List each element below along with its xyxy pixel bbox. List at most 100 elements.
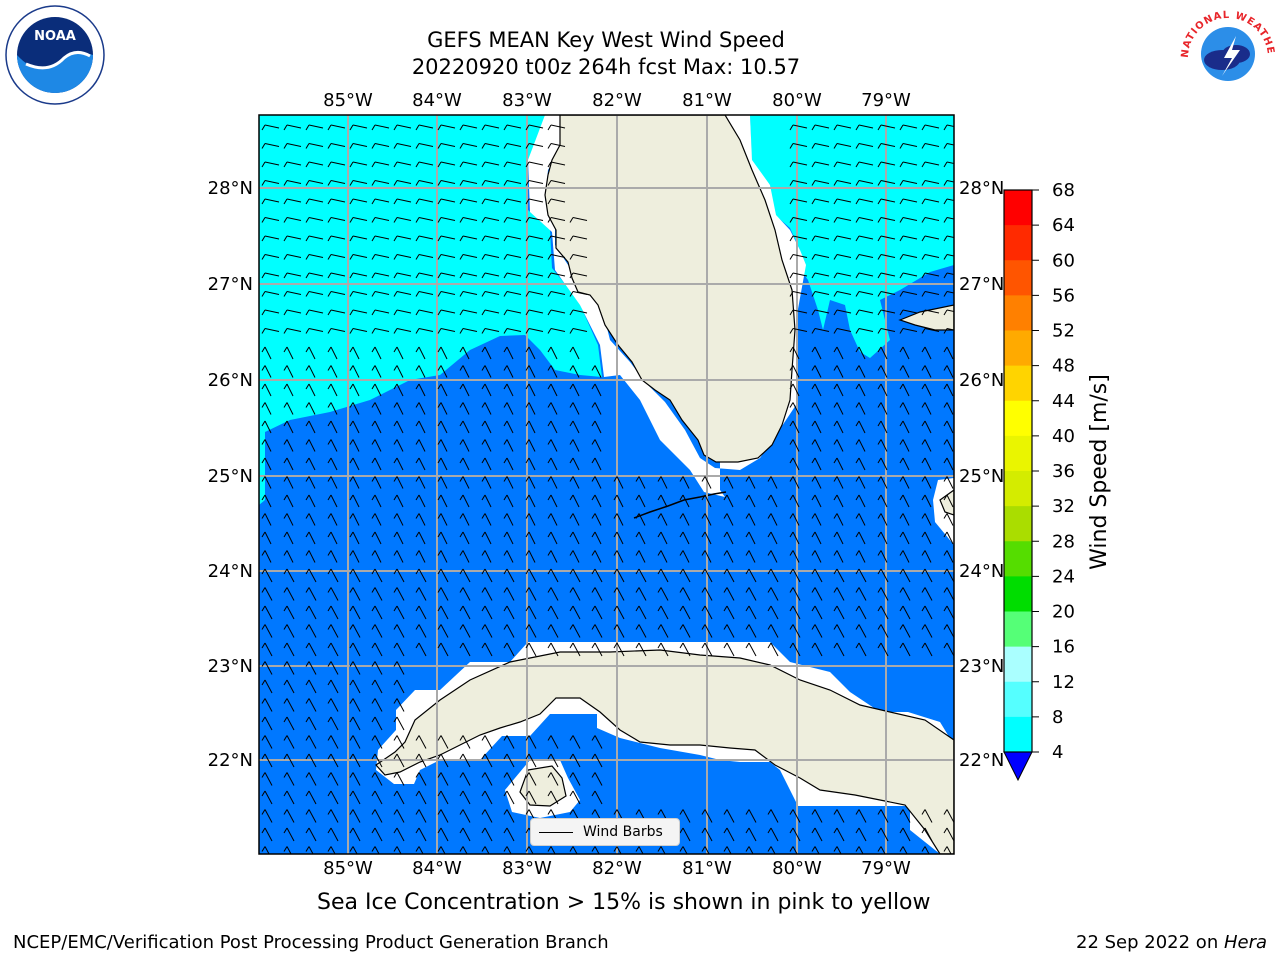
wind-barb: [283, 735, 295, 749]
longitude-label-top: 82°W: [592, 90, 642, 111]
wind-barb: [393, 661, 405, 675]
wind-barb: [371, 790, 383, 805]
wind-barb: [481, 772, 493, 786]
wind-barb: [789, 272, 808, 279]
wind-barb: [261, 217, 280, 223]
wind-barb: [745, 568, 757, 583]
wind-barb: [415, 420, 426, 434]
wind-barb: [283, 698, 295, 712]
wind-barb: [789, 827, 801, 842]
wind-barb: [723, 846, 732, 854]
wind-barb: [283, 235, 302, 242]
wind-barb: [305, 772, 317, 786]
wind-barb: [261, 846, 270, 854]
wind-barb: [547, 161, 566, 168]
wind-barb: [261, 568, 273, 583]
wind-barb: [305, 272, 324, 279]
wind-barb: [261, 772, 273, 786]
wind-barb: [701, 587, 713, 601]
wind-barb: [899, 587, 911, 601]
colorbar-tick-label: 52: [1052, 321, 1075, 342]
wind-barb: [261, 809, 273, 823]
wind-barb: [833, 587, 845, 601]
wind-barb: [943, 217, 954, 223]
colorbar-segment: [1004, 365, 1032, 402]
wind-barb: [525, 772, 537, 786]
longitude-label-bottom: 82°W: [592, 858, 642, 879]
wind-barb: [261, 550, 272, 563]
wind-barb: [503, 217, 522, 223]
noaa-text: NOAA: [34, 29, 76, 44]
latitude-label-left: 26°N: [208, 370, 253, 391]
wind-barb: [833, 180, 852, 186]
wind-barb: [569, 272, 588, 279]
wind-barb: [327, 513, 338, 526]
wind-barb: [459, 790, 471, 805]
wind-barb: [349, 457, 360, 471]
wind-barb: [547, 124, 566, 131]
wind-barb: [943, 531, 954, 545]
wind-barb: [943, 291, 954, 297]
wind-barb: [547, 217, 566, 223]
wind-barb: [547, 180, 566, 186]
wind-barb: [349, 772, 361, 786]
colorbar-segment: [1004, 611, 1032, 648]
wind-barb: [767, 531, 778, 545]
wind-barb: [437, 494, 448, 508]
wind-barb: [393, 624, 405, 638]
wind-barb: [261, 254, 280, 260]
wind-barb: [503, 772, 515, 786]
wind-barb: [943, 365, 954, 378]
wind-barb: [547, 753, 559, 768]
wind-barb: [877, 420, 888, 434]
wind-barb: [547, 291, 566, 297]
wind-barb: [635, 605, 647, 620]
wind-barb: [657, 587, 669, 601]
wind-barb: [613, 550, 624, 563]
latitude-label-right: 24°N: [959, 561, 1004, 582]
wind-barb: [437, 846, 446, 854]
colorbar-segment: [1004, 260, 1032, 296]
wind-barb: [679, 587, 691, 601]
wind-barb: [503, 365, 514, 378]
wind-barb: [327, 753, 339, 768]
wind-barb: [921, 198, 940, 205]
wind-barb: [679, 809, 691, 823]
wind-barb: [327, 383, 338, 397]
wind-barb: [811, 365, 822, 378]
wind-barb: [811, 420, 822, 434]
wind-barb: [701, 568, 713, 583]
wind-barb: [437, 457, 448, 471]
wind-barb: [921, 291, 940, 297]
wind-barb: [679, 605, 691, 620]
wind-barb: [613, 624, 625, 638]
wind-barb: [877, 198, 896, 205]
wind-barb: [459, 328, 478, 334]
wind-barb: [525, 161, 544, 168]
wind-barb: [789, 383, 800, 397]
wind-barb: [789, 198, 808, 205]
wind-barb: [371, 568, 383, 583]
wind-barb: [371, 550, 382, 563]
wind-barb: [305, 716, 317, 731]
wind-barb: [591, 605, 603, 620]
wind-barb: [877, 605, 889, 620]
wind-barb: [701, 605, 713, 620]
wind-barb: [459, 198, 478, 205]
wind-barb: [393, 328, 412, 334]
wind-barb: [327, 772, 339, 786]
wind-barb: [261, 605, 273, 620]
wind-barb: [503, 550, 514, 563]
wind-barb: [261, 476, 272, 489]
wind-barb: [525, 587, 537, 601]
wind-barb: [547, 476, 558, 489]
wind-barb: [283, 846, 292, 854]
wind-barb: [437, 291, 456, 297]
wind-barb: [657, 605, 669, 620]
wind-barb: [459, 587, 471, 601]
wind-barb: [437, 605, 449, 620]
wind-barb: [723, 476, 734, 489]
colorbar-tick-label: 32: [1052, 496, 1075, 517]
wind-barb: [591, 753, 603, 768]
wind-barb: [811, 328, 830, 334]
